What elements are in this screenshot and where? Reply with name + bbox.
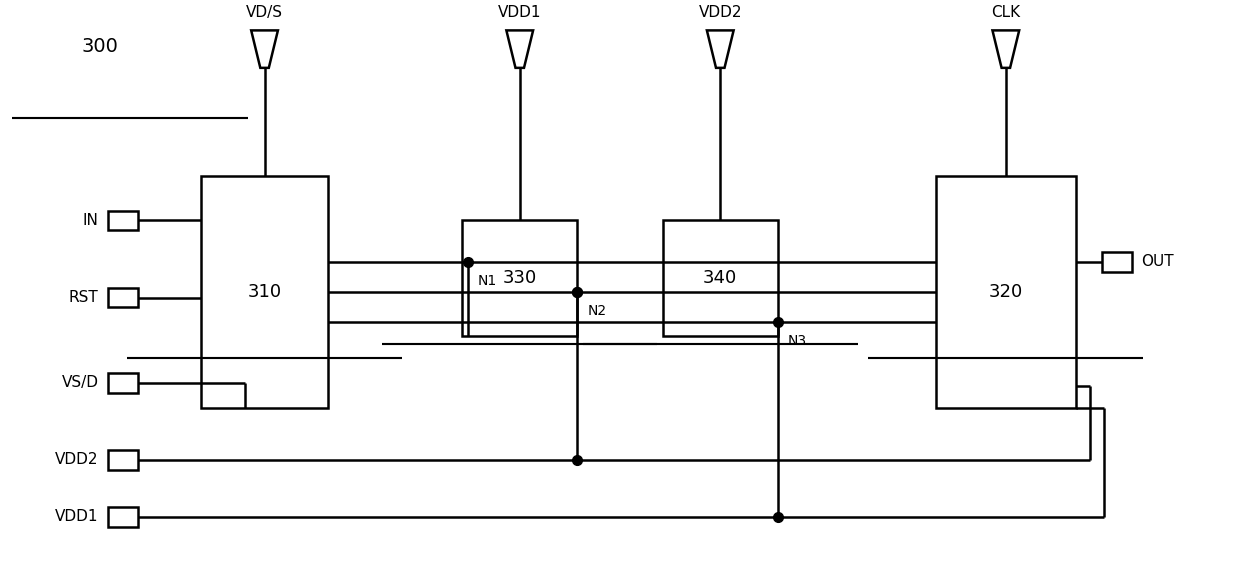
Text: 300: 300 — [82, 38, 118, 56]
Bar — [108, 507, 138, 527]
Bar — [201, 176, 329, 407]
Polygon shape — [992, 30, 1019, 68]
Bar — [108, 288, 138, 307]
Text: VDD2: VDD2 — [698, 6, 742, 20]
Bar — [662, 220, 777, 336]
Polygon shape — [707, 30, 734, 68]
Text: VDD1: VDD1 — [498, 6, 542, 20]
Text: 340: 340 — [703, 269, 738, 287]
Text: 320: 320 — [988, 283, 1023, 301]
Bar — [108, 373, 138, 393]
Text: VDD2: VDD2 — [55, 452, 99, 468]
Polygon shape — [506, 30, 533, 68]
Text: CLK: CLK — [991, 6, 1021, 20]
Text: VS/D: VS/D — [62, 375, 99, 391]
Text: RST: RST — [69, 290, 99, 305]
Bar — [1102, 252, 1132, 271]
Text: OUT: OUT — [1141, 254, 1174, 269]
Text: N3: N3 — [787, 334, 807, 348]
Bar — [108, 211, 138, 230]
Polygon shape — [252, 30, 278, 68]
Text: N1: N1 — [477, 274, 497, 288]
Text: VD/S: VD/S — [246, 6, 283, 20]
Text: 310: 310 — [248, 283, 281, 301]
Bar — [108, 450, 138, 470]
Text: IN: IN — [83, 213, 99, 228]
Text: N2: N2 — [588, 304, 606, 318]
Text: VDD1: VDD1 — [55, 509, 99, 524]
Text: 330: 330 — [502, 269, 537, 287]
Bar — [463, 220, 578, 336]
Bar — [936, 176, 1075, 407]
